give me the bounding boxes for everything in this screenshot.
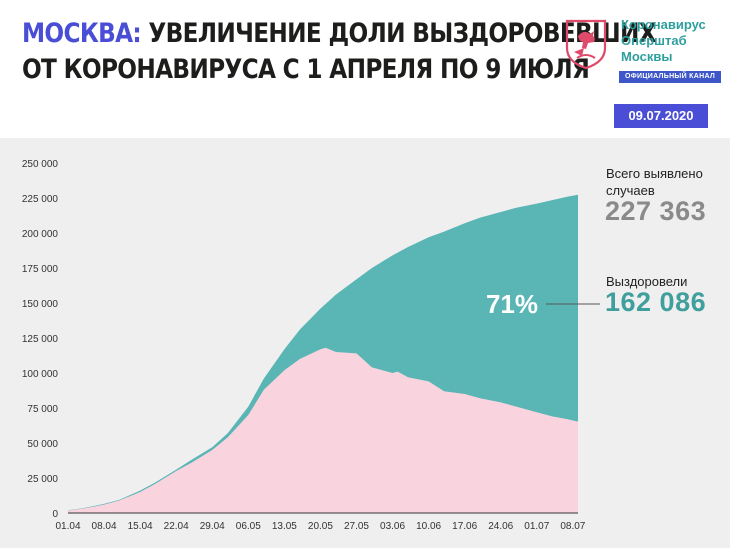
- recovered-value: 162 086: [605, 287, 707, 317]
- y-tick-label: 125 000: [22, 334, 59, 345]
- total-cases-value: 227 363: [605, 196, 707, 226]
- y-tick-label: 100 000: [22, 369, 59, 380]
- brand-name: Коронавирус Оперштаб Москвы: [621, 17, 706, 65]
- x-tick-label: 17.06: [452, 521, 477, 532]
- brand-tag: ОФИЦИАЛЬНЫЙ КАНАЛ: [619, 71, 722, 83]
- x-tick-label: 20.05: [308, 521, 333, 532]
- y-tick-label: 150 000: [22, 299, 59, 310]
- area-chart: 0 25 000 50 000 75 000 100 000 125 000 150 000…: [22, 159, 600, 532]
- x-tick-label: 08.07: [560, 521, 585, 532]
- x-tick-label: 10.06: [416, 521, 441, 532]
- x-tick-label: 06.05: [236, 521, 261, 532]
- x-tick-label: 03.06: [380, 521, 405, 532]
- y-tick-label: 25 000: [27, 474, 58, 485]
- title-line-1: МОСКВА: УВЕЛИЧЕНИЕ ДОЛИ ВЫЗДОРОВЕВШИХ: [22, 16, 657, 52]
- y-tick-label: 50 000: [27, 439, 58, 450]
- brand-line-2: Оперштаб: [621, 33, 687, 48]
- y-tick-label: 0: [52, 509, 58, 520]
- recovered-label: Выздоровели: [606, 274, 688, 289]
- total-label-line-1: Всего выявлено: [606, 166, 703, 181]
- y-tick-label: 175 000: [22, 264, 59, 275]
- x-tick-label: 08.04: [92, 521, 117, 532]
- brand-line-1: Коронавирус: [621, 17, 706, 32]
- page-title: МОСКВА: УВЕЛИЧЕНИЕ ДОЛИ ВЫЗДОРОВЕВШИХ ОТ…: [22, 16, 657, 88]
- y-tick-label: 225 000: [22, 194, 59, 205]
- x-tick-label: 01.04: [55, 521, 80, 532]
- header: МОСКВА: УВЕЛИЧЕНИЕ ДОЛИ ВЫЗДОРОВЕВШИХ ОТ…: [0, 0, 730, 138]
- total-label-line-2: случаев: [606, 183, 655, 198]
- total-label: Всего выявлено случаев: [606, 165, 703, 199]
- x-tick-label: 27.05: [344, 521, 369, 532]
- title-city: МОСКВА:: [22, 18, 142, 49]
- title-line-2: ОТ КОРОНАВИРУСА С 1 АПРЕЛЯ ПО 9 ИЮЛЯ: [22, 54, 590, 85]
- recovered-percent-label: 71%: [486, 289, 538, 319]
- x-tick-label: 29.04: [200, 521, 225, 532]
- y-tick-label: 250 000: [22, 159, 59, 170]
- active-cases-area: [68, 347, 578, 513]
- title-rest: УВЕЛИЧЕНИЕ ДОЛИ ВЫЗДОРОВЕВШИХ: [141, 18, 657, 49]
- moscow-emblem-icon: [565, 19, 607, 70]
- chart-panel: 0 25 000 50 000 75 000 100 000 125 000 150 000…: [0, 138, 730, 548]
- x-tick-label: 01.07: [524, 521, 549, 532]
- y-tick-label: 75 000: [27, 404, 58, 415]
- x-tick-label: 22.04: [164, 521, 189, 532]
- x-tick-label: 24.06: [488, 521, 513, 532]
- brand-line-3: Москвы: [621, 49, 673, 64]
- x-tick-label: 13.05: [272, 521, 297, 532]
- x-tick-label: 15.04: [128, 521, 153, 532]
- date-badge: 09.07.2020: [614, 104, 708, 128]
- y-tick-label: 200 000: [22, 229, 59, 240]
